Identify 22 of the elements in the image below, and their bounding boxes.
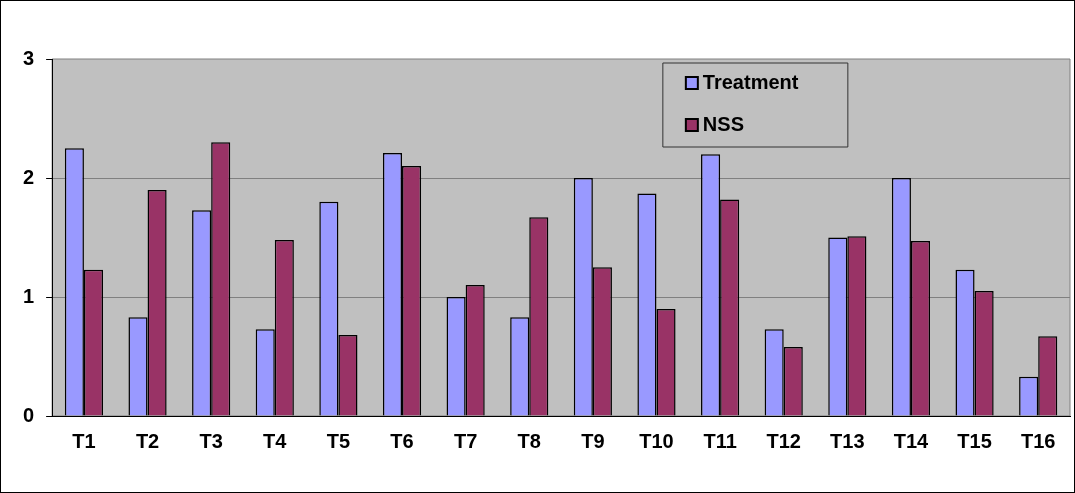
x-tick-label: T5 — [326, 429, 351, 452]
x-tick-label: T15 — [957, 429, 992, 452]
x-tick-label: T7 — [453, 429, 478, 452]
x-tick-label: T13 — [830, 429, 865, 452]
x-tick-label: T3 — [199, 429, 223, 452]
x-tick-label: T9 — [581, 429, 605, 452]
x-tick-label: T16 — [1020, 429, 1056, 452]
x-tick-label: T11 — [703, 429, 737, 452]
x-tick-label: T4 — [263, 429, 288, 452]
legend-label: NSS — [702, 112, 744, 135]
x-tick-label: T1 — [72, 429, 96, 452]
legend-label: Treatment — [702, 70, 799, 93]
x-tick-label: T2 — [135, 429, 160, 452]
y-tick-label: 2 — [23, 165, 35, 188]
x-tick-label: T6 — [390, 429, 414, 452]
x-tick-label: T10 — [639, 429, 674, 452]
y-tick-label: 0 — [23, 403, 35, 426]
y-tick-label: 1 — [23, 284, 35, 307]
y-tick-label: 3 — [23, 46, 35, 69]
x-tick-label: T14 — [893, 429, 930, 452]
x-tick-label: T12 — [766, 429, 801, 452]
x-tick-label: T8 — [517, 429, 541, 452]
